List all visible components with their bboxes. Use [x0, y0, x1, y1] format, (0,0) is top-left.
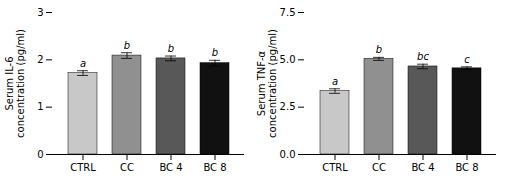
svg-text:c: c — [464, 54, 470, 65]
svg-text:bc: bc — [417, 51, 429, 62]
svg-text:b: b — [376, 44, 382, 55]
svg-text:0.0: 0.0 — [280, 149, 296, 160]
svg-text:3: 3 — [37, 7, 43, 18]
svg-text:b: b — [124, 40, 130, 51]
svg-text:BC 4: BC 4 — [411, 162, 434, 173]
svg-text:b: b — [168, 43, 174, 54]
svg-text:2: 2 — [37, 54, 43, 65]
svg-text:BC 4: BC 4 — [159, 162, 182, 173]
svg-text:2.5: 2.5 — [280, 101, 296, 112]
svg-text:a: a — [332, 76, 338, 87]
svg-text:CTRL: CTRL — [70, 162, 96, 173]
svg-text:7.5: 7.5 — [280, 7, 296, 18]
svg-text:CTRL: CTRL — [322, 162, 348, 173]
svg-text:CC: CC — [120, 162, 134, 173]
svg-text:Serum TNF-αconcentration (pg/m: Serum TNF-αconcentration (pg/ml) — [256, 29, 278, 138]
svg-text:5.0: 5.0 — [280, 54, 296, 65]
svg-text:0: 0 — [37, 149, 43, 160]
svg-text:BC 8: BC 8 — [203, 162, 226, 173]
svg-text:Serum IL-6concentration (pg/ml: Serum IL-6concentration (pg/ml) — [4, 29, 26, 138]
svg-text:CC: CC — [372, 162, 386, 173]
svg-text:BC 8: BC 8 — [455, 162, 478, 173]
svg-text:1: 1 — [37, 101, 43, 112]
svg-text:a: a — [80, 58, 86, 69]
svg-text:b: b — [212, 47, 218, 58]
